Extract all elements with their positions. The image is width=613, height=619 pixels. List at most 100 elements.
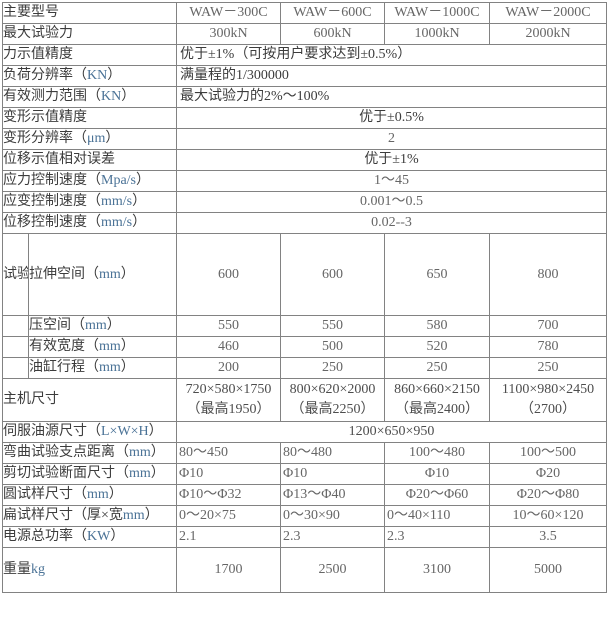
host-size-dims: 860×660×2150 bbox=[394, 382, 480, 397]
cylinder-stroke-value-3: 250 bbox=[384, 357, 490, 379]
row-servo-size-label: 伺服油源尺寸（L×W×H） bbox=[2, 421, 177, 443]
tension-space-value-4: 800 bbox=[489, 233, 607, 316]
flat-specimen-value-3: 0～40×110 bbox=[384, 505, 490, 527]
force-range-value: 最大试验力的2%～100% bbox=[176, 86, 607, 108]
flat-specimen-value-4: 10～60×120 bbox=[489, 505, 607, 527]
row-compress-space-label: 压空间（mm） bbox=[28, 315, 177, 337]
row-bend-span: 弯曲试验支点距离（mm） 80～450 80～480 100～480 100～5… bbox=[2, 442, 607, 464]
row-force-range: 有效测力范围（KN） 最大试验力的2%～100% bbox=[2, 86, 607, 108]
host-size-value-2: 800×620×2000 （最高2250） bbox=[280, 378, 385, 422]
weight-value-1: 1700 bbox=[176, 547, 281, 593]
label-latin-unit: mm bbox=[85, 318, 107, 333]
label-latin-unit: mm bbox=[87, 487, 109, 502]
cylinder-stroke-value-4: 250 bbox=[489, 357, 607, 379]
compress-space-value-4: 700 bbox=[489, 315, 607, 337]
label-latin-unit: mm/s bbox=[101, 194, 133, 209]
tension-space-value-1: 600 bbox=[176, 233, 281, 316]
host-size-dims: 800×620×2000 bbox=[289, 382, 376, 397]
host-size-dims: 720×580×1750 bbox=[185, 382, 272, 397]
row-effective-width: 有效宽度（mm） 460 500 520 780 bbox=[2, 336, 607, 358]
row-force-accuracy-label: 力示值精度 bbox=[2, 44, 177, 66]
power-value-1: 2.1 bbox=[176, 526, 281, 548]
row-round-specimen-label: 圆试样尺寸（mm） bbox=[2, 484, 177, 506]
test-space-spacer-cell bbox=[2, 336, 29, 358]
flat-specimen-value-1: 0～20×75 bbox=[176, 505, 281, 527]
round-specimen-value-1: Φ10～Φ32 bbox=[176, 484, 281, 506]
servo-size-value: 1200×650×950 bbox=[176, 421, 607, 443]
host-size-value-3: 860×660×2150 （最高2400） bbox=[384, 378, 490, 422]
cylinder-stroke-value-2: 250 bbox=[280, 357, 385, 379]
load-resolution-value: 满量程的1/300000 bbox=[176, 65, 607, 87]
deform-resolution-value: 2 bbox=[176, 128, 607, 150]
shear-section-value-1: Φ10 bbox=[176, 463, 281, 485]
strain-speed-value: 0.001～0.5 bbox=[176, 191, 607, 213]
row-host-size: 主机尺寸 720×580×1750 （最高1950） 800×620×2000 （最… bbox=[2, 378, 607, 422]
weight-value-4: 5000 bbox=[489, 547, 607, 593]
row-max-force: 最大试验力 300kN 600kN 1000kN 2000kN bbox=[2, 23, 607, 45]
row-shear-section: 剪切试验断面尺寸（mm） Φ10 Φ10 Φ10 Φ20 bbox=[2, 463, 607, 485]
label-latin-unit: μm bbox=[87, 131, 106, 146]
row-flat-specimen-label: 扁试样尺寸（厚×宽mm） bbox=[2, 505, 177, 527]
row-shear-section-label: 剪切试验断面尺寸（mm） bbox=[2, 463, 177, 485]
label-latin-unit: mm bbox=[99, 266, 121, 282]
row-power-label: 电源总功率（KW） bbox=[2, 526, 177, 548]
flat-specimen-value-2: 0～30×90 bbox=[280, 505, 385, 527]
disp-error-value: 优于±1% bbox=[176, 149, 607, 171]
label-latin-unit: kg bbox=[31, 562, 45, 577]
shear-section-value-2: Φ10 bbox=[280, 463, 385, 485]
row-stress-speed-label: 应力控制速度（Mpa/s） bbox=[2, 170, 177, 192]
label-latin-unit: Mpa/s bbox=[101, 173, 136, 188]
row-strain-speed-label: 应变控制速度（mm/s） bbox=[2, 191, 177, 213]
label-latin-unit: mm bbox=[129, 445, 151, 460]
label-latin-unit: KN bbox=[87, 68, 108, 83]
force-accuracy-value: 优于±1%（可按用户要求达到±0.5%） bbox=[176, 44, 607, 66]
row-compress-space: 压空间（mm） 550 550 580 700 bbox=[2, 315, 607, 337]
host-size-value-1: 720×580×1750 （最高1950） bbox=[176, 378, 281, 422]
label-latin-unit: mm bbox=[129, 466, 151, 481]
host-size-dims: 1100×980×2450 bbox=[501, 382, 595, 397]
compress-space-value-3: 580 bbox=[384, 315, 490, 337]
max-force-value-4: 2000kN bbox=[489, 23, 607, 45]
model-value-3: WAW－1000C bbox=[384, 2, 490, 24]
row-disp-speed-label: 位移控制速度（mm/s） bbox=[2, 212, 177, 234]
label-latin-unit: KW bbox=[87, 529, 111, 544]
row-max-force-label: 最大试验力 bbox=[2, 23, 177, 45]
spec-table: 主要型号 WAW－300C WAW－600C WAW－1000C WAW－200… bbox=[2, 2, 607, 593]
test-space-spacer-cell bbox=[2, 315, 29, 337]
row-deform-accuracy: 变形示值精度 优于±0.5% bbox=[2, 107, 607, 129]
bend-span-value-3: 100～480 bbox=[384, 442, 490, 464]
test-space-spacer-cell bbox=[2, 357, 29, 379]
row-stress-speed: 应力控制速度（Mpa/s） 1～45 bbox=[2, 170, 607, 192]
model-value-4: WAW－2000C bbox=[489, 2, 607, 24]
row-bend-span-label: 弯曲试验支点距离（mm） bbox=[2, 442, 177, 464]
row-deform-resolution-label: 变形分辨率（μm） bbox=[2, 128, 177, 150]
tension-space-value-2: 600 bbox=[280, 233, 385, 316]
row-deform-accuracy-label: 变形示值精度 bbox=[2, 107, 177, 129]
row-force-range-label: 有效测力范围（KN） bbox=[2, 86, 177, 108]
row-deform-resolution: 变形分辨率（μm） 2 bbox=[2, 128, 607, 150]
row-force-accuracy: 力示值精度 优于±1%（可按用户要求达到±0.5%） bbox=[2, 44, 607, 66]
row-servo-size: 伺服油源尺寸（L×W×H） 1200×650×950 bbox=[2, 421, 607, 443]
row-load-resolution-label: 负荷分辨率（KN） bbox=[2, 65, 177, 87]
row-effective-width-label: 有效宽度（mm） bbox=[28, 336, 177, 358]
row-disp-speed: 位移控制速度（mm/s） 0.02--3 bbox=[2, 212, 607, 234]
label-latin-unit: L×W×H bbox=[101, 424, 149, 439]
max-force-value-3: 1000kN bbox=[384, 23, 490, 45]
effective-width-value-1: 460 bbox=[176, 336, 281, 358]
label-latin-unit: mm bbox=[122, 508, 145, 523]
power-value-3: 2.3 bbox=[384, 526, 490, 548]
row-host-size-label: 主机尺寸 bbox=[2, 378, 177, 422]
power-value-4: 3.5 bbox=[489, 526, 607, 548]
max-force-value-2: 600kN bbox=[280, 23, 385, 45]
stress-speed-value: 1～45 bbox=[176, 170, 607, 192]
round-specimen-value-3: Φ20～Φ60 bbox=[384, 484, 490, 506]
weight-value-3: 3100 bbox=[384, 547, 490, 593]
bend-span-value-1: 80～450 bbox=[176, 442, 281, 464]
row-disp-error-label: 位移示值相对误差 bbox=[2, 149, 177, 171]
row-model-label: 主要型号 bbox=[2, 2, 177, 24]
row-load-resolution: 负荷分辨率（KN） 满量程的1/300000 bbox=[2, 65, 607, 87]
host-size-value-4: 1100×980×2450 （2700） bbox=[489, 378, 607, 422]
host-size-max-height: （最高2250） bbox=[290, 402, 375, 417]
disp-speed-value: 0.02--3 bbox=[176, 212, 607, 234]
model-value-2: WAW－600C bbox=[280, 2, 385, 24]
